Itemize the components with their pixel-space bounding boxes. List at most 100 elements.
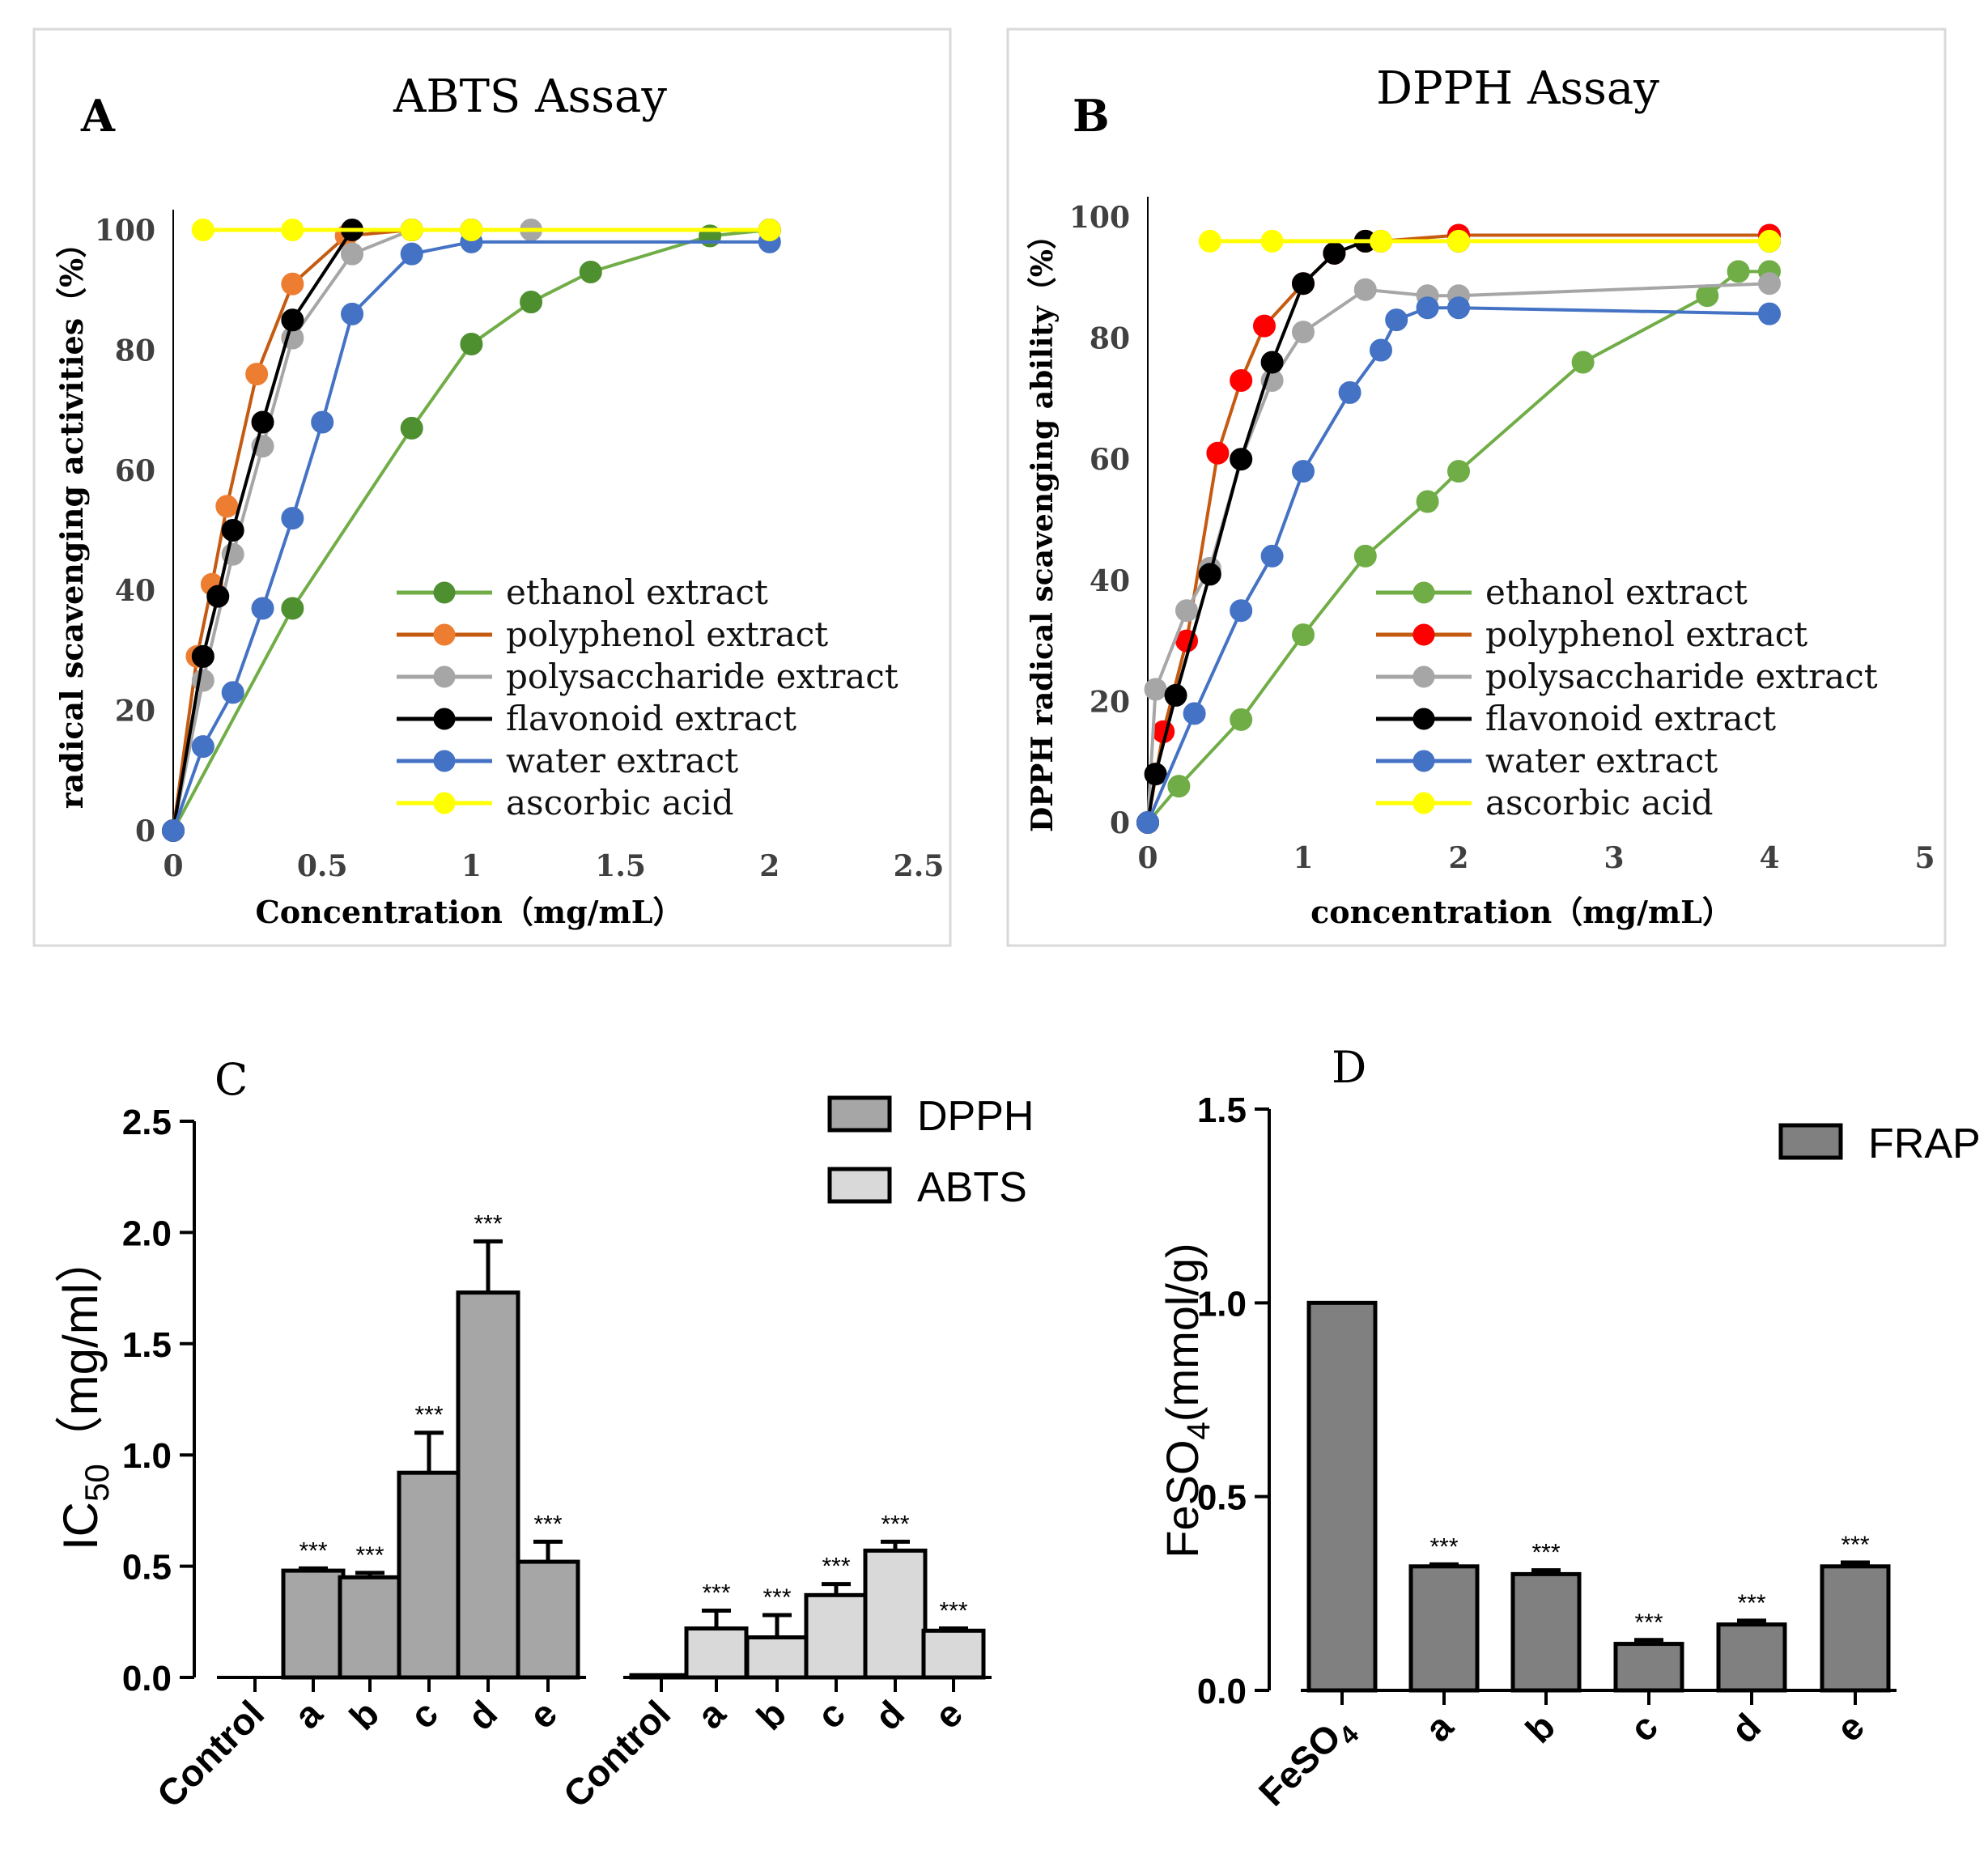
- panel-c-category-label: e: [926, 1692, 971, 1737]
- panel-b-series-ethanol-point: [1416, 490, 1439, 513]
- panel-a-legend-polysaccharide-marker: [433, 665, 456, 688]
- panel-b-series-flavonoid-point: [1144, 763, 1167, 786]
- panel-b-legend-polysaccharide-label: polysaccharide extract: [1485, 657, 1878, 696]
- panel-a-ylabel: radical scavenging activities（%）: [53, 227, 90, 809]
- panel-d-bar-FRAP-c: [1613, 1642, 1684, 1693]
- panel-b-xtick-label: 4: [1759, 841, 1779, 875]
- panel-b-ytick-label: 0: [1110, 806, 1130, 840]
- panel-a-xtick-label: 2: [759, 849, 779, 883]
- panel-b-legend-polyphenol-label: polyphenol extract: [1485, 614, 1807, 654]
- panel-c-significance: ***: [939, 1598, 967, 1625]
- panel-a-series-flavonoid-point: [206, 585, 230, 608]
- panel-b-series-flavonoid-point: [1230, 448, 1253, 471]
- panel-b-legend-ethanol-label: ethanol extract: [1485, 572, 1748, 612]
- panel-b-series-polysaccharide-point: [1353, 278, 1377, 301]
- panel-c-bar-ABTS-d: [863, 1548, 928, 1680]
- panel-b-series-polysaccharide-point: [1292, 321, 1315, 344]
- panel-a-ytick-label: 100: [95, 214, 155, 248]
- panel-c-significance: ***: [414, 1402, 443, 1429]
- panel-b-series-water-point: [1370, 338, 1392, 362]
- panel-b-series-flavonoid-point: [1292, 272, 1315, 295]
- panel-a-abts: A ABTS Assay 0 20 40 60 80 100 0 0.5 1 1.5 2 2.5 eth…: [32, 28, 952, 947]
- panel-a-series-polyphenol-point: [245, 363, 269, 386]
- panel-c-ylabel: IC50（mg/ml）: [53, 1235, 116, 1550]
- panel-d-significance: ***: [1737, 1590, 1765, 1617]
- panel-d-significance: ***: [1634, 1609, 1663, 1636]
- panel-c-bar-DPPH-c: [397, 1470, 461, 1680]
- panel-d-ytick-label: 0.5: [1197, 1478, 1247, 1518]
- panel-c-bar-ABTS-a: [684, 1626, 749, 1680]
- panel-c-bar-ABTS-Control: [629, 1673, 694, 1680]
- panel-a-legend-polyphenol-label: polyphenol extract: [506, 614, 828, 654]
- panel-b-legend-water-label: water extract: [1485, 741, 1718, 780]
- panel-c-ytick-label: 2.0: [122, 1214, 172, 1253]
- panel-c-ytick-label: 0.5: [122, 1548, 172, 1588]
- panel-d-significance: ***: [1531, 1540, 1560, 1567]
- panel-a-series-ascorbic-point: [281, 219, 304, 241]
- panel-b-series-ethanol-point: [1571, 351, 1595, 374]
- panel-d-category-label: FeSO4: [1251, 1705, 1365, 1819]
- panel-b-xtick-label: 1: [1293, 841, 1313, 875]
- panel-b-series-polyphenol-point: [1230, 368, 1253, 392]
- panel-a-series-water-point: [281, 507, 304, 530]
- panel-a-series-ethanol-point: [579, 260, 602, 283]
- panel-a-title: ABTS Assay: [393, 70, 667, 123]
- panel-a-xlabel: Concentration（mg/mL）: [256, 894, 684, 930]
- panel-c-significance: ***: [881, 1511, 909, 1537]
- panel-c-category-label: d: [866, 1692, 912, 1738]
- panel-d-legend-FRAP-swatch: [1778, 1123, 1843, 1160]
- panel-d-bar-FRAP-e: [1820, 1564, 1891, 1693]
- panel-a-legend-polysaccharide-label: polysaccharide extract: [506, 657, 898, 696]
- panel-b-series-water-point: [1447, 296, 1470, 320]
- panel-c-category-label: b: [748, 1692, 794, 1738]
- panel-b-ytick-label: 40: [1090, 564, 1130, 598]
- panel-b-series-ethanol-point: [1447, 460, 1470, 483]
- panel-c-category-label: Control: [149, 1692, 272, 1815]
- panel-d-plot: 0.0 0.5 1.0 1.5 FeSO4 *** a *** b *** c *** d *** e FRA…: [1197, 1090, 1981, 1819]
- panel-b-xtick-label: 3: [1604, 841, 1624, 875]
- panel-c-legend-DPPH-label: DPPH: [917, 1093, 1034, 1140]
- panel-a-ytick-label: 0: [135, 814, 155, 848]
- panel-b-series-flavonoid-point: [1164, 683, 1187, 707]
- panel-c-bar-DPPH-d: [456, 1290, 520, 1680]
- panel-c-category-label: d: [459, 1692, 505, 1738]
- panel-a-series-water-point: [221, 681, 244, 704]
- panel-a-series-water-point: [162, 819, 185, 842]
- panel-b-xtick-label: 0: [1137, 841, 1158, 875]
- panel-b-series-flavonoid-point: [1323, 241, 1346, 265]
- panel-b-series-water-point: [1230, 599, 1253, 623]
- panel-b-ytick-label: 100: [1069, 201, 1130, 235]
- panel-b-frame: [1006, 28, 1947, 947]
- panel-d-significance: ***: [1429, 1533, 1458, 1560]
- panel-a-series-polyphenol-point: [215, 495, 239, 518]
- panel-d-category-label: e: [1828, 1705, 1872, 1749]
- panel-d-legend-FRAP-label: FRAP: [1868, 1120, 1981, 1167]
- panel-b-letter: B: [1073, 90, 1110, 142]
- panel-a-xtick-label: 2.5: [894, 849, 945, 883]
- panel-a-series-ascorbic-point: [460, 219, 483, 241]
- panel-d-bar-FRAP-b: [1510, 1571, 1582, 1693]
- panel-c-bar-ABTS-e: [921, 1628, 986, 1680]
- panel-a-series-flavonoid-point: [191, 644, 215, 668]
- panel-a-series-water-point: [191, 735, 215, 759]
- panel-d-category-label: a: [1417, 1705, 1461, 1749]
- panel-b-series-ascorbic-point: [1758, 229, 1781, 253]
- panel-a-series-ethanol-point: [460, 332, 483, 355]
- panel-a-series-ethanol-point: [400, 416, 423, 440]
- panel-b-series-flavonoid-point: [1198, 563, 1221, 586]
- panel-b-title: DPPH Assay: [1376, 62, 1659, 115]
- panel-a-series-polyphenol-point: [281, 272, 304, 295]
- panel-b-series-ethanol-point: [1353, 544, 1377, 568]
- panel-c-ytick-label: 2.5: [122, 1103, 172, 1142]
- panel-d-category-label: b: [1517, 1705, 1563, 1751]
- panel-b-ytick-label: 20: [1090, 685, 1130, 719]
- panel-a-series-ascorbic-point: [191, 219, 215, 241]
- panel-b-series-flavonoid-point: [1260, 351, 1284, 374]
- panel-d-category-label: d: [1723, 1705, 1769, 1751]
- panel-c-ytick-label: 1.5: [122, 1325, 172, 1365]
- panel-b-legend-polyphenol-marker: [1412, 623, 1435, 646]
- panel-a-legend-flavonoid-marker: [433, 708, 456, 730]
- panel-a-legend-ethanol-marker: [433, 581, 456, 604]
